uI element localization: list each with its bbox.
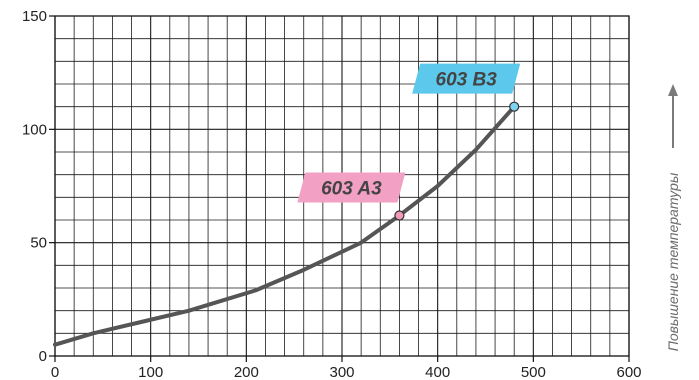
side-caption: Повышение температуры: [665, 172, 681, 351]
annotation-label: 603 A3: [321, 178, 382, 199]
axis-ticks: 0 50 100 150 0 100 200 300 400 500 600: [22, 8, 642, 380]
side-caption-group: Повышение температуры: [665, 84, 681, 351]
x-tick-label: 500: [521, 364, 546, 380]
x-tick-label: 600: [616, 364, 641, 380]
y-tick-label: 100: [22, 121, 47, 138]
annotation-badge: 603 B3: [412, 63, 521, 94]
grid: [54, 15, 630, 357]
y-tick-label: 0: [39, 348, 47, 365]
x-tick-label: 100: [138, 364, 163, 380]
annotation-label: 603 B3: [436, 70, 498, 91]
x-tick-label: 300: [329, 364, 354, 380]
series-line: [53, 104, 517, 347]
series-layer: [53, 104, 517, 347]
x-tick-label: 400: [425, 364, 450, 380]
annotation-badge-background: [412, 63, 521, 94]
arrow-up-icon: [668, 84, 678, 96]
y-tick-label: 150: [22, 8, 47, 25]
x-tick-label: 0: [51, 364, 59, 380]
annotation-badge: 603 A3: [297, 172, 406, 203]
annotations: 603 A3 603 B3: [297, 63, 521, 221]
x-tick-label: 200: [234, 364, 259, 380]
annotation-badge-background: [297, 172, 406, 203]
annotation-marker: [509, 101, 520, 112]
annotation-marker: [394, 210, 405, 221]
y-tick-label: 50: [30, 235, 47, 252]
